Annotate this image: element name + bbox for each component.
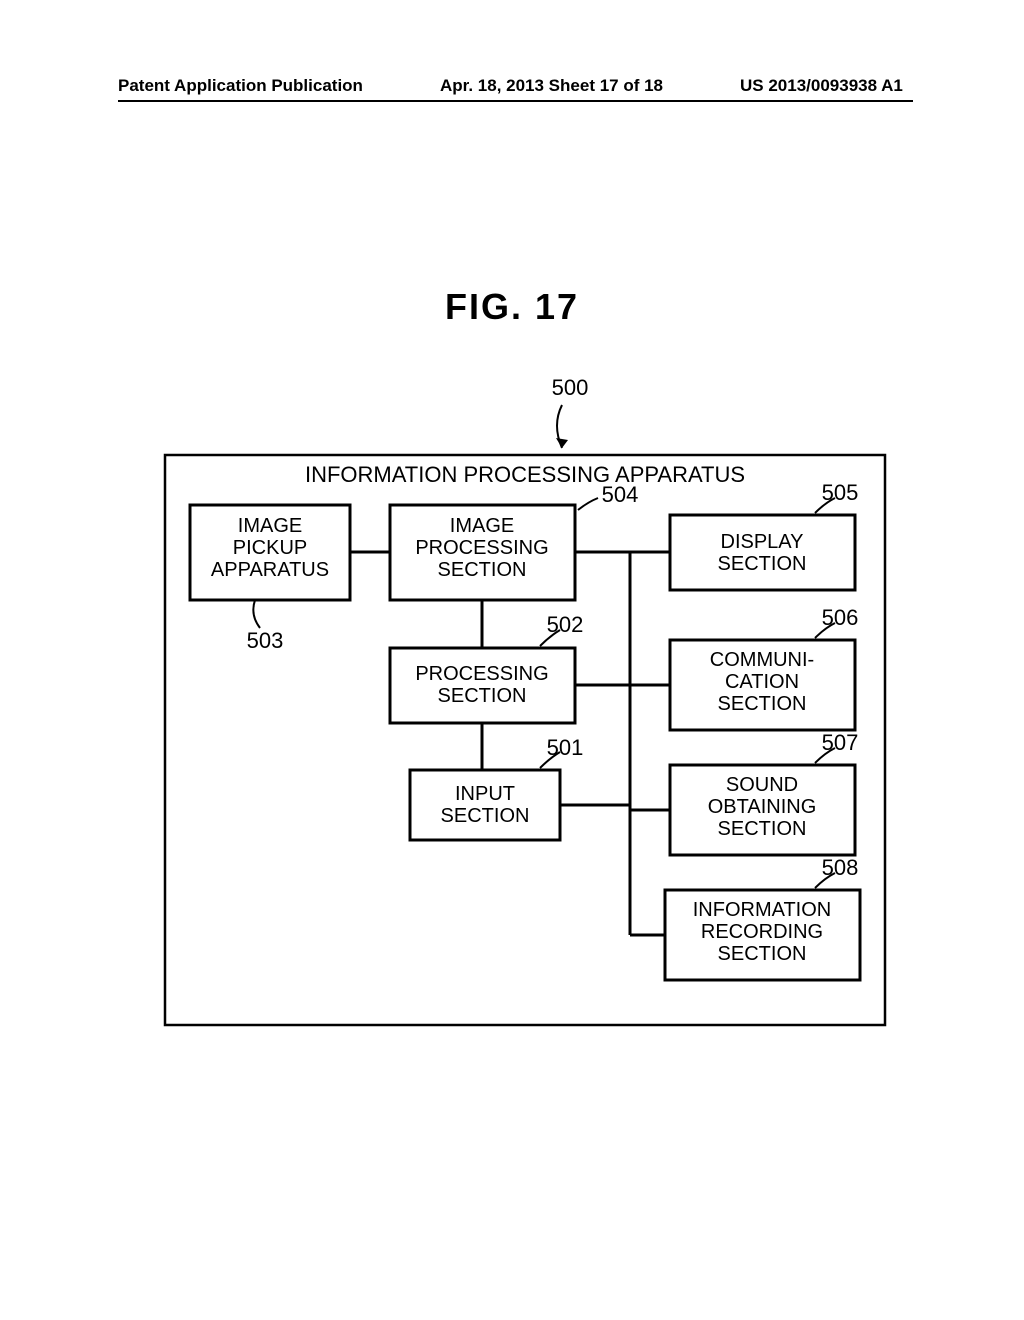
ref-501: 501 bbox=[547, 735, 584, 760]
ref-505: 505 bbox=[822, 480, 859, 505]
diagram: 500 INFORMATION PROCESSING APPARATUS IMA… bbox=[110, 370, 930, 1040]
page: Patent Application Publication Apr. 18, … bbox=[0, 0, 1024, 1320]
container-title: INFORMATION PROCESSING APPARATUS bbox=[305, 462, 745, 487]
ref-506: 506 bbox=[822, 605, 859, 630]
block-502-l2: SECTION bbox=[438, 685, 527, 707]
block-501-l1: INPUT bbox=[455, 783, 515, 805]
block-507-l3: SECTION bbox=[718, 818, 807, 840]
header-right: US 2013/0093938 A1 bbox=[740, 76, 903, 96]
block-504-l3: SECTION bbox=[438, 559, 527, 581]
header-rule bbox=[118, 100, 913, 102]
ref-503: 503 bbox=[247, 628, 284, 653]
block-503-l2: PICKUP bbox=[233, 537, 307, 559]
header-left: Patent Application Publication bbox=[118, 76, 363, 96]
header-mid: Apr. 18, 2013 Sheet 17 of 18 bbox=[440, 76, 663, 96]
block-504-l1: IMAGE bbox=[450, 515, 514, 537]
block-508-l1: INFORMATION bbox=[693, 899, 832, 921]
block-506-l3: SECTION bbox=[718, 693, 807, 715]
block-507-l1: SOUND bbox=[726, 774, 798, 796]
block-504-l2: PROCESSING bbox=[415, 537, 548, 559]
block-503-l3: APPARATUS bbox=[211, 559, 329, 581]
block-508-l2: RECORDING bbox=[701, 921, 823, 943]
leader-500-arrow bbox=[556, 438, 568, 448]
block-505-l1: DISPLAY bbox=[721, 531, 804, 553]
ref-504: 504 bbox=[602, 482, 639, 507]
block-505-l2: SECTION bbox=[718, 553, 807, 575]
leader-503 bbox=[253, 600, 260, 628]
block-506-l2: CATION bbox=[725, 671, 799, 693]
leader-504 bbox=[578, 498, 598, 510]
ref-508: 508 bbox=[822, 855, 859, 880]
block-507-l2: OBTAINING bbox=[708, 796, 817, 818]
block-501-l2: SECTION bbox=[441, 805, 530, 827]
ref-502: 502 bbox=[547, 612, 584, 637]
block-503-l1: IMAGE bbox=[238, 515, 302, 537]
block-502-l1: PROCESSING bbox=[415, 663, 548, 685]
figure-title: FIG. 17 bbox=[0, 286, 1024, 328]
block-508-l3: SECTION bbox=[718, 943, 807, 965]
ref-507: 507 bbox=[822, 730, 859, 755]
block-506-l1: COMMUNI- bbox=[710, 649, 814, 671]
ref-500: 500 bbox=[552, 375, 589, 400]
